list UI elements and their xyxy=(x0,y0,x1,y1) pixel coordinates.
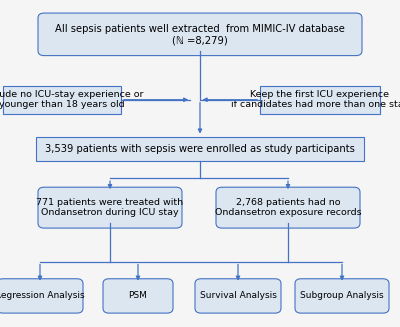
FancyBboxPatch shape xyxy=(295,279,389,313)
FancyBboxPatch shape xyxy=(260,86,380,114)
Text: Exclude no ICU-stay experience or
younger than 18 years old: Exclude no ICU-stay experience or younge… xyxy=(0,90,144,110)
Text: All sepsis patients well extracted  from MIMIC-IV database
(ℕ =8,279): All sepsis patients well extracted from … xyxy=(55,24,345,45)
FancyBboxPatch shape xyxy=(3,86,121,114)
FancyBboxPatch shape xyxy=(195,279,281,313)
Text: Keep the first ICU experience
if candidates had more than one stay: Keep the first ICU experience if candida… xyxy=(231,90,400,110)
Text: PSM: PSM xyxy=(128,291,148,301)
FancyBboxPatch shape xyxy=(216,187,360,228)
FancyBboxPatch shape xyxy=(103,279,173,313)
Text: Regression Analysis: Regression Analysis xyxy=(0,291,85,301)
Text: Subgroup Analysis: Subgroup Analysis xyxy=(300,291,384,301)
Text: 2,768 patients had no
Ondansetron exposure records: 2,768 patients had no Ondansetron exposu… xyxy=(215,198,361,217)
Text: 771 patients were treated with
Ondansetron during ICU stay: 771 patients were treated with Ondansetr… xyxy=(36,198,184,217)
FancyBboxPatch shape xyxy=(36,137,364,161)
FancyBboxPatch shape xyxy=(0,279,83,313)
FancyBboxPatch shape xyxy=(38,13,362,56)
FancyBboxPatch shape xyxy=(38,187,182,228)
Text: 3,539 patients with sepsis were enrolled as study participants: 3,539 patients with sepsis were enrolled… xyxy=(45,144,355,154)
Text: Survival Analysis: Survival Analysis xyxy=(200,291,276,301)
